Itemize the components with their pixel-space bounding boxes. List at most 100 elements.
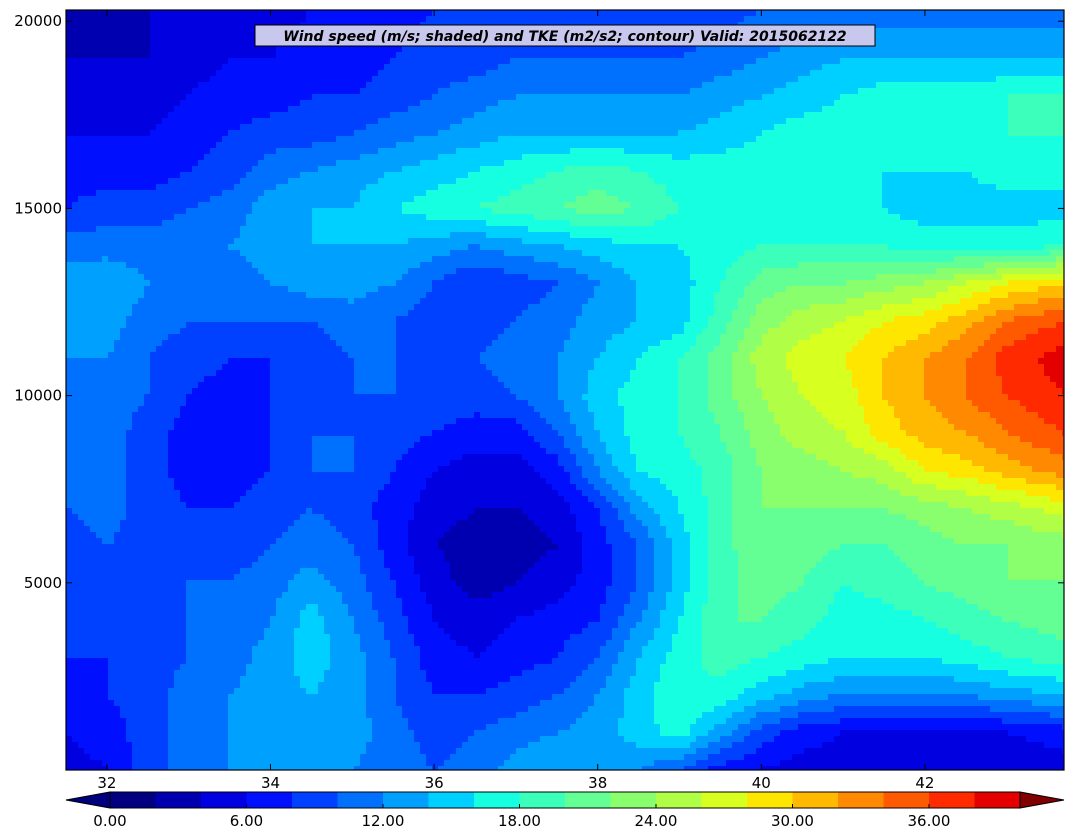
field-cell — [696, 52, 703, 59]
field-cell — [66, 64, 73, 71]
field-cell — [864, 94, 871, 101]
field-cell — [1020, 94, 1027, 101]
field-cell — [138, 76, 145, 83]
field-cell — [480, 100, 487, 107]
field-cell — [240, 172, 247, 179]
field-cell — [984, 166, 991, 173]
field-cell — [612, 148, 619, 155]
field-cell — [912, 88, 919, 95]
field-cell — [186, 118, 193, 125]
field-cell — [966, 184, 973, 191]
field-cell — [90, 10, 97, 17]
field-cell — [744, 10, 751, 17]
field-cell — [870, 178, 877, 185]
field-cell — [876, 178, 883, 185]
field-cell — [1056, 148, 1063, 155]
field-cell — [480, 70, 487, 77]
field-cell — [1026, 154, 1033, 161]
field-cell — [846, 136, 853, 143]
field-cell — [822, 100, 829, 107]
field-cell — [66, 58, 73, 65]
field-cell — [882, 178, 889, 185]
field-cell — [906, 16, 913, 23]
field-cell — [120, 34, 127, 41]
field-cell — [738, 154, 745, 161]
field-cell — [624, 94, 631, 101]
field-cell — [204, 178, 211, 185]
field-cell — [342, 136, 349, 143]
field-cell — [480, 166, 487, 173]
field-cell — [402, 94, 409, 101]
field-cell — [738, 118, 745, 125]
field-cell — [552, 106, 559, 113]
field-cell — [678, 148, 685, 155]
field-cell — [174, 70, 181, 77]
field-cell — [342, 58, 349, 65]
field-cell — [654, 118, 661, 125]
field-cell — [348, 100, 355, 107]
field-cell — [600, 142, 607, 149]
field-cell — [960, 40, 967, 47]
field-cell — [714, 52, 721, 59]
field-cell — [660, 94, 667, 101]
field-cell — [576, 136, 583, 143]
field-cell — [360, 88, 367, 95]
field-cell — [204, 52, 211, 59]
field-cell — [948, 40, 955, 47]
field-cell — [912, 28, 919, 35]
field-cell — [180, 22, 187, 29]
field-cell — [1044, 52, 1051, 59]
field-cell — [618, 10, 625, 17]
field-cell — [354, 88, 361, 95]
field-cell — [180, 166, 187, 173]
field-cell — [846, 58, 853, 65]
field-cell — [930, 70, 937, 77]
field-cell — [84, 118, 91, 125]
field-cell — [792, 160, 799, 167]
field-cell — [924, 70, 931, 77]
field-cell — [534, 118, 541, 125]
field-cell — [534, 82, 541, 89]
field-cell — [234, 94, 241, 101]
field-cell — [936, 178, 943, 185]
field-cell — [990, 52, 997, 59]
field-cell — [468, 178, 475, 185]
field-cell — [936, 46, 943, 53]
field-cell — [78, 94, 85, 101]
field-cell — [1020, 172, 1027, 179]
field-cell — [354, 100, 361, 107]
field-cell — [336, 106, 343, 113]
field-cell — [1008, 64, 1015, 71]
field-cell — [852, 124, 859, 131]
field-cell — [378, 136, 385, 143]
field-cell — [324, 52, 331, 59]
field-cell — [906, 124, 913, 131]
field-cell — [402, 130, 409, 137]
field-cell — [744, 166, 751, 173]
field-cell — [390, 16, 397, 23]
field-cell — [630, 130, 637, 137]
field-cell — [648, 70, 655, 77]
field-cell — [372, 148, 379, 155]
field-cell — [726, 154, 733, 161]
field-cell — [978, 52, 985, 59]
field-cell — [804, 136, 811, 143]
field-cell — [762, 178, 769, 185]
field-cell — [600, 112, 607, 119]
field-cell — [300, 76, 307, 83]
field-cell — [468, 112, 475, 119]
field-cell — [396, 184, 403, 191]
field-cell — [132, 40, 139, 47]
field-cell — [828, 172, 835, 179]
field-cell — [1020, 64, 1027, 71]
field-cell — [966, 46, 973, 53]
field-cell — [360, 46, 367, 53]
field-cell — [192, 82, 199, 89]
field-cell — [780, 94, 787, 101]
field-cell — [534, 148, 541, 155]
field-cell — [690, 16, 697, 23]
field-cell — [738, 82, 745, 89]
field-cell — [198, 130, 205, 137]
field-cell — [642, 88, 649, 95]
field-cell — [750, 118, 757, 125]
